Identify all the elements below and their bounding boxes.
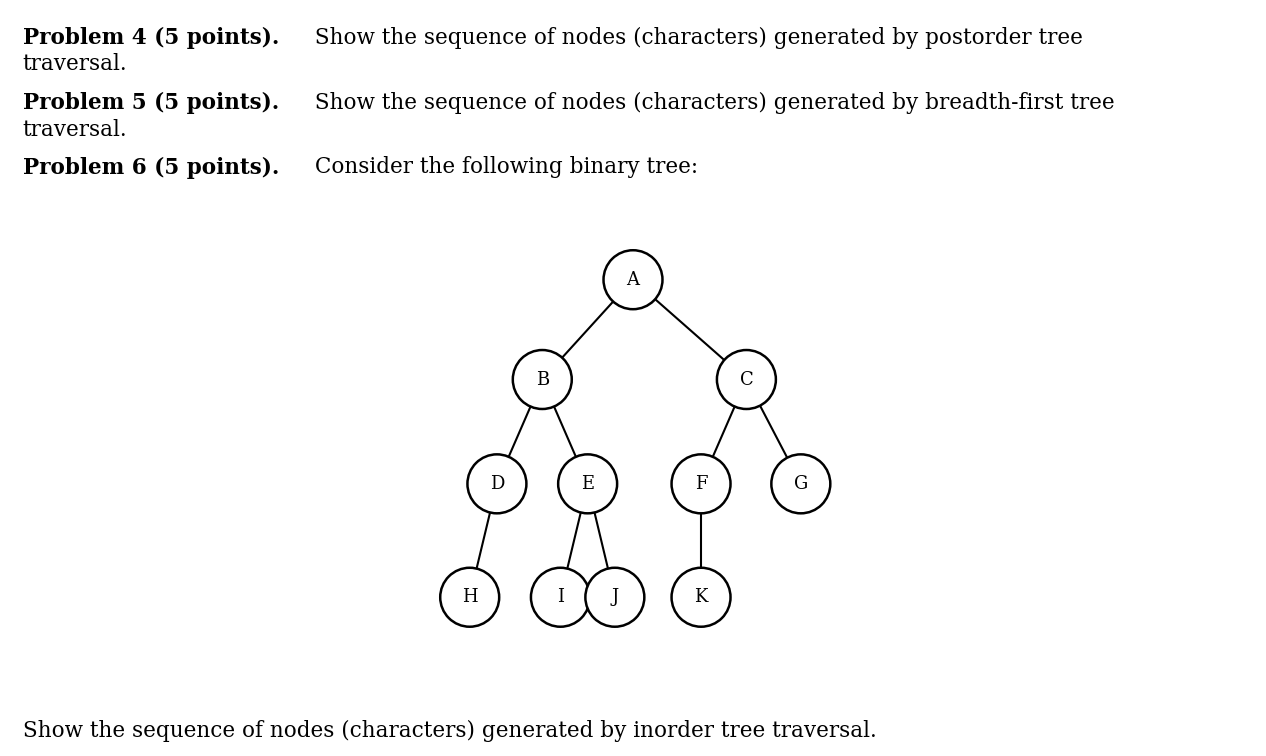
Circle shape <box>771 454 830 513</box>
Text: Problem 6 (5 points).: Problem 6 (5 points). <box>23 156 280 178</box>
Circle shape <box>604 250 662 309</box>
Text: Show the sequence of nodes (characters) generated by postorder tree: Show the sequence of nodes (characters) … <box>308 26 1082 48</box>
Text: Consider the following binary tree:: Consider the following binary tree: <box>308 156 698 178</box>
Text: K: K <box>694 588 708 606</box>
Circle shape <box>467 454 527 513</box>
Circle shape <box>530 568 590 627</box>
Text: Problem 5 (5 points).: Problem 5 (5 points). <box>23 92 279 114</box>
Text: Show the sequence of nodes (characters) generated by inorder tree traversal.: Show the sequence of nodes (characters) … <box>23 720 876 742</box>
Circle shape <box>671 454 730 513</box>
Text: traversal.: traversal. <box>23 53 128 75</box>
Text: traversal.: traversal. <box>23 119 128 141</box>
Text: D: D <box>490 475 504 493</box>
Text: I: I <box>557 588 563 606</box>
Circle shape <box>717 350 776 409</box>
Circle shape <box>513 350 572 409</box>
Text: B: B <box>536 370 549 389</box>
Text: Problem 4 (5 points).: Problem 4 (5 points). <box>23 26 280 48</box>
Circle shape <box>671 568 730 627</box>
Text: F: F <box>695 475 708 493</box>
Text: G: G <box>794 475 808 493</box>
Text: Show the sequence of nodes (characters) generated by breadth-first tree: Show the sequence of nodes (characters) … <box>308 92 1114 114</box>
Circle shape <box>585 568 644 627</box>
Circle shape <box>558 454 617 513</box>
Text: H: H <box>462 588 477 606</box>
Text: J: J <box>611 588 619 606</box>
Text: C: C <box>739 370 753 389</box>
Text: E: E <box>581 475 594 493</box>
Circle shape <box>441 568 499 627</box>
Text: A: A <box>627 271 639 289</box>
